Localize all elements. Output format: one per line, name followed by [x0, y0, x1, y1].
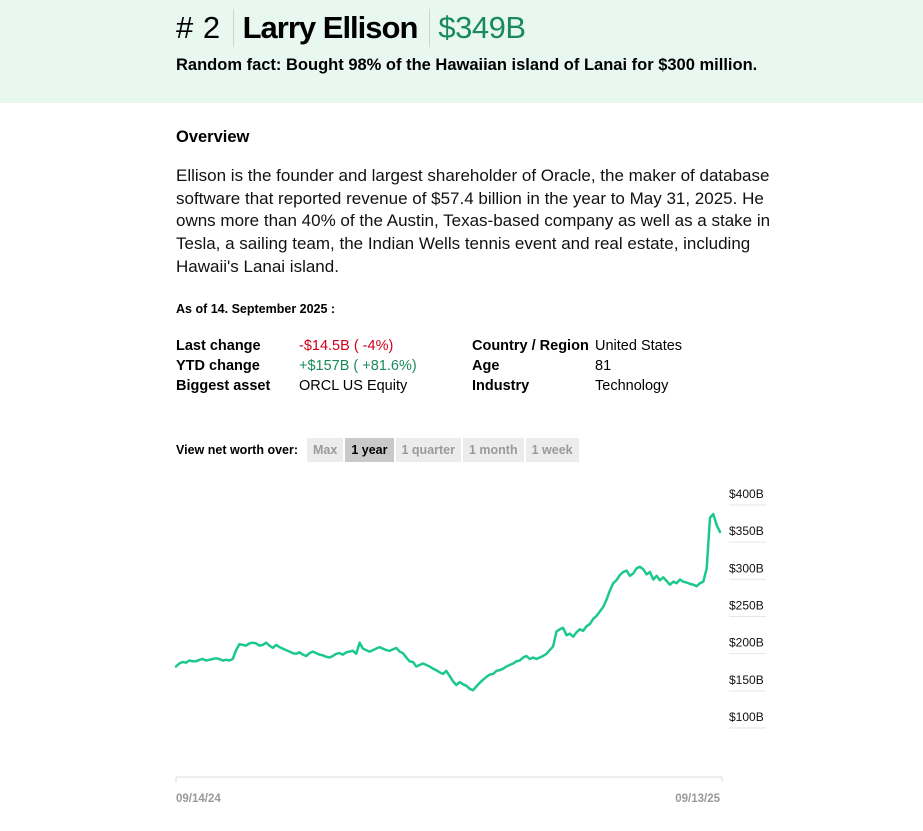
net-worth-range-selector: View net worth over: Max 1 year 1 quarte… — [176, 438, 581, 462]
stat-label: Age — [472, 358, 500, 374]
random-fact: Random fact: Bought 98% of the Hawaiian … — [176, 56, 758, 74]
range-button-1-year[interactable]: 1 year — [345, 438, 394, 462]
range-button-1-quarter[interactable]: 1 quarter — [395, 438, 461, 462]
person-name: Larry Ellison — [242, 10, 419, 45]
title-row: # 2 Larry Ellison $349B — [176, 8, 526, 48]
stat-label: Country / Region — [472, 338, 589, 354]
stat-row-last-change: Last change -$14.5B ( -4%) — [176, 336, 417, 356]
x-axis-end-label: 09/13/25 — [675, 793, 720, 805]
stat-value: +$157B ( +81.6%) — [299, 358, 417, 374]
title-divider — [429, 9, 431, 47]
title-divider — [232, 9, 234, 47]
stat-value: -$14.5B ( -4%) — [299, 338, 394, 354]
range-selector-label: View net worth over: — [176, 443, 299, 457]
y-axis-tick-label: $100B — [729, 710, 764, 724]
y-axis-tick-label: $300B — [729, 561, 764, 575]
y-axis-tick-label: $200B — [729, 636, 764, 650]
x-axis-start-label: 09/14/24 — [176, 793, 221, 805]
stat-row-age: Age 81 — [472, 356, 682, 376]
stat-label: Last change — [176, 338, 261, 354]
net-worth-line — [174, 512, 722, 692]
y-axis-tick-label: $400B — [729, 487, 764, 501]
y-axis-tick-label: $250B — [729, 599, 764, 613]
stat-value: Technology — [595, 378, 669, 394]
stat-value: ORCL US Equity — [299, 378, 408, 394]
y-axis-tick-label: $350B — [729, 524, 764, 538]
range-button-max[interactable]: Max — [307, 438, 344, 462]
as-of-date: As of 14. September 2025 : — [176, 302, 336, 316]
y-axis: $400B $350B $300B $250B $200B $150B $100B — [729, 487, 766, 729]
stat-label: Industry — [472, 378, 530, 394]
stat-row-biggest-asset: Biggest asset ORCL US Equity — [176, 376, 417, 396]
stat-label: YTD change — [176, 358, 260, 374]
y-axis-tick-label: $150B — [729, 673, 764, 687]
overview-text: Ellison is the founder and largest share… — [176, 166, 771, 276]
stat-row-ytd-change: YTD change +$157B ( +81.6%) — [176, 356, 417, 376]
net-worth-value: $349B — [438, 10, 526, 45]
rank-label: # 2 — [176, 10, 221, 45]
overview-heading: Overview — [176, 128, 250, 146]
stats-left: Last change -$14.5B ( -4%) YTD change +$… — [176, 336, 417, 396]
stat-value: United States — [595, 338, 683, 354]
stat-value: 81 — [595, 358, 612, 374]
range-button-1-week[interactable]: 1 week — [525, 438, 579, 462]
stat-label: Biggest asset — [176, 378, 271, 394]
stat-row-industry: Industry Technology — [472, 376, 682, 396]
stat-row-country: Country / Region United States — [472, 336, 682, 356]
stats-right: Country / Region United States Age 81 In… — [472, 336, 682, 396]
range-button-1-month[interactable]: 1 month — [463, 438, 524, 462]
net-worth-chart: $400B $350B $300B $250B $200B $150B $100B 09/1… — [174, 487, 766, 805]
profile-header: # 2 Larry Ellison $349B Random fact: Bou… — [0, 0, 923, 103]
